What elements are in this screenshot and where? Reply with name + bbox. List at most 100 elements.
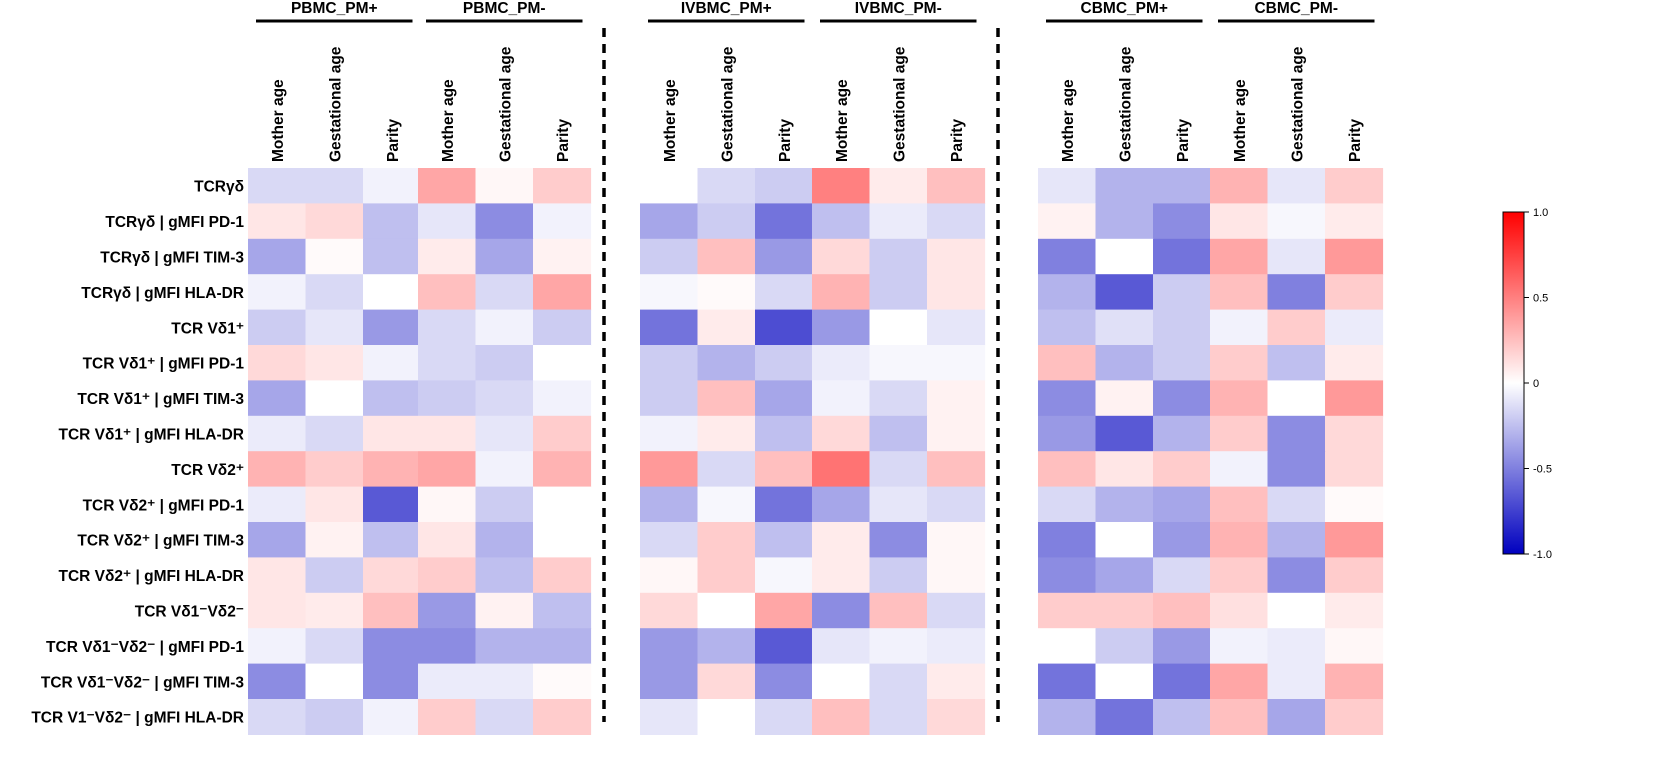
row-label: TCR Vδ2⁺ | gMFI TIM-3 [77, 533, 244, 550]
heatmap-cell [1153, 309, 1212, 346]
heatmap-cell [1095, 486, 1154, 523]
heatmap-cell [475, 451, 534, 488]
colorbar-tick-label: -0.5 [1533, 464, 1552, 476]
column-label: Mother age [440, 79, 457, 162]
heatmap-cell [1038, 203, 1097, 240]
column-label: Mother age [834, 79, 851, 162]
row-label: TCRγδ | gMFI TIM-3 [100, 250, 244, 267]
heatmap-cell [1325, 699, 1384, 735]
heatmap-cell [533, 486, 592, 523]
heatmap-cell [1095, 345, 1154, 381]
heatmap-cell [363, 522, 422, 558]
heatmap-cell [248, 168, 307, 204]
colorbar [1502, 211, 1525, 555]
heatmap-cell [475, 415, 534, 452]
heatmap-cell [755, 486, 814, 523]
heatmap-cell [533, 628, 592, 665]
heatmap-cell [418, 203, 477, 240]
panel-title: IVBMC_PM- [855, 0, 942, 17]
heatmap-cell [869, 168, 928, 204]
row-label: TCRγδ [194, 179, 244, 196]
heatmap-cell [812, 451, 871, 488]
heatmap-cell [1210, 238, 1269, 275]
heatmap-cell [640, 592, 699, 629]
heatmap-cell [418, 380, 477, 417]
heatmap-cell [1210, 380, 1269, 417]
heatmap-cell [363, 238, 422, 275]
heatmap-cell [475, 203, 534, 240]
heatmap-cell [1325, 663, 1384, 700]
heatmap-cell [697, 451, 756, 488]
heatmap-cell [363, 203, 422, 240]
heatmap-cell [697, 592, 756, 629]
row-label: TCR V1⁻Vδ2⁻ | gMFI HLA-DR [31, 710, 244, 727]
row-label: TCR Vδ1⁻Vδ2⁻ | gMFI PD-1 [46, 639, 244, 656]
heatmap-cell [1210, 522, 1269, 558]
heatmap-cell [1210, 203, 1269, 240]
heatmap-cell [869, 345, 928, 381]
heatmap-cell [1153, 203, 1212, 240]
heatmap-cell [475, 663, 534, 700]
heatmap-cell [1210, 557, 1269, 594]
heatmap-cell [755, 203, 814, 240]
heatmap-cell [363, 486, 422, 523]
heatmap-cell [812, 203, 871, 240]
heatmap-cell [1267, 203, 1326, 240]
heatmap-cell [305, 522, 364, 558]
column-label: Parity [1175, 119, 1192, 162]
heatmap-cell [1153, 522, 1212, 558]
heatmap-cell [812, 380, 871, 417]
heatmap-cell [248, 203, 307, 240]
heatmap-cell [363, 274, 422, 311]
heatmap-cell [1325, 203, 1384, 240]
heatmap-cell [418, 168, 477, 204]
heatmap-cell [1267, 345, 1326, 381]
heatmap-cell [927, 663, 986, 700]
column-label: Gestational age [1117, 46, 1134, 162]
row-label: TCR Vδ2⁺ [171, 462, 244, 479]
heatmap-cell [1095, 415, 1154, 452]
heatmap-cell [640, 557, 699, 594]
heatmap-cell [418, 274, 477, 311]
heatmap-cell [1210, 415, 1269, 452]
heatmap-cell [305, 628, 364, 665]
heatmap-cell [533, 415, 592, 452]
heatmap-cell [1325, 557, 1384, 594]
colorbar-tick-label: 0.5 [1533, 293, 1548, 305]
heatmap-cell [418, 628, 477, 665]
heatmap-cell [1267, 628, 1326, 665]
heatmap-cell [248, 380, 307, 417]
heatmap-cell [640, 451, 699, 488]
heatmap-cell [305, 345, 364, 381]
heatmap-cell [305, 451, 364, 488]
heatmap-cell [1038, 380, 1097, 417]
heatmap-cell [363, 168, 422, 204]
heatmap-cell [533, 203, 592, 240]
row-label: TCR Vδ1⁺ | gMFI PD-1 [83, 356, 245, 373]
column-label: Mother age [270, 79, 287, 162]
heatmap-cell [1095, 557, 1154, 594]
heatmap-cell [927, 486, 986, 523]
heatmap-cell [1153, 451, 1212, 488]
heatmap-cell [697, 557, 756, 594]
heatmap-cell [1038, 309, 1097, 346]
heatmap-cell [1095, 451, 1154, 488]
heatmap-cell [418, 345, 477, 381]
heatmap-cell [1325, 522, 1384, 558]
heatmap-cell [697, 380, 756, 417]
heatmap-cell [1153, 663, 1212, 700]
heatmap-cell [475, 628, 534, 665]
heatmap-cell [869, 203, 928, 240]
heatmap-cell [640, 522, 699, 558]
heatmap-cell [1153, 345, 1212, 381]
heatmap-cell [1210, 592, 1269, 629]
heatmap-cell [475, 486, 534, 523]
heatmap-cell [927, 309, 986, 346]
heatmap-cell [755, 238, 814, 275]
heatmap-cell [1325, 486, 1384, 523]
heatmap-cell [697, 203, 756, 240]
heatmap-cell [248, 238, 307, 275]
heatmap-cell [755, 380, 814, 417]
heatmap-cell [812, 557, 871, 594]
